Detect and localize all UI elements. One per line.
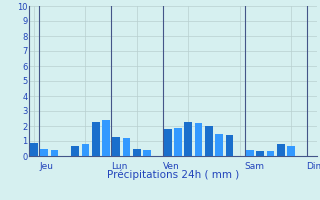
Bar: [226, 135, 233, 156]
Bar: [256, 151, 264, 156]
Bar: [112, 137, 120, 156]
Bar: [184, 121, 192, 156]
Text: Jeu: Jeu: [39, 162, 53, 171]
Text: Dim: Dim: [307, 162, 320, 171]
Bar: [92, 121, 100, 156]
Bar: [287, 146, 295, 156]
Bar: [164, 129, 172, 156]
Bar: [102, 120, 110, 156]
Bar: [143, 150, 151, 156]
Bar: [267, 151, 274, 156]
Bar: [82, 144, 89, 156]
Bar: [195, 123, 202, 156]
Bar: [246, 150, 254, 156]
X-axis label: Précipitations 24h ( mm ): Précipitations 24h ( mm ): [107, 170, 239, 180]
Bar: [215, 134, 223, 156]
Text: Lun: Lun: [111, 162, 127, 171]
Text: Sam: Sam: [245, 162, 265, 171]
Text: Ven: Ven: [163, 162, 179, 171]
Bar: [277, 144, 285, 156]
Bar: [133, 149, 141, 156]
Bar: [40, 148, 48, 156]
Bar: [123, 138, 130, 156]
Bar: [174, 128, 182, 156]
Bar: [71, 146, 79, 156]
Bar: [30, 142, 38, 156]
Bar: [205, 126, 213, 156]
Bar: [51, 150, 58, 156]
